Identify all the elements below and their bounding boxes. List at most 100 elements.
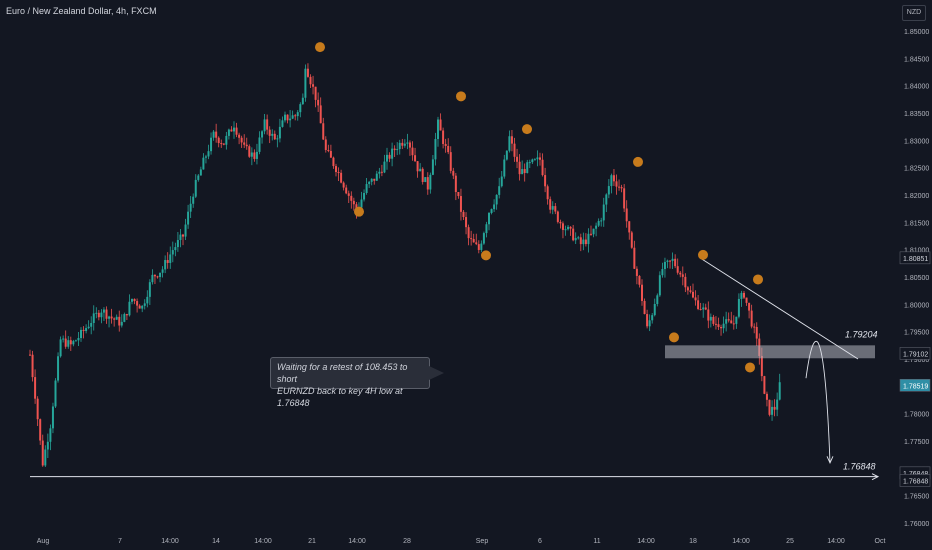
- candle-body: [447, 145, 450, 153]
- candle-body: [600, 220, 603, 222]
- candle-body: [743, 292, 745, 298]
- candle-body: [215, 131, 218, 138]
- candle-body: [120, 321, 123, 326]
- candle-body: [462, 211, 465, 218]
- trade-idea-note: Waiting for a retest of 108.453 to short…: [270, 357, 444, 408]
- candle-body: [36, 398, 39, 420]
- candles: [29, 63, 781, 468]
- candle-body: [671, 258, 674, 261]
- candle-body: [653, 303, 656, 316]
- candle-body: [271, 133, 274, 136]
- candle-body: [164, 260, 167, 270]
- descending-trendline: [699, 257, 859, 360]
- candle-body: [72, 341, 75, 345]
- candle-body: [189, 203, 192, 212]
- candle-body: [255, 151, 258, 159]
- candle-body: [398, 142, 401, 150]
- candle-body: [352, 200, 355, 205]
- candle-body: [375, 173, 378, 181]
- candle-body: [551, 206, 554, 210]
- time-tick-label: 25: [786, 538, 794, 545]
- candle-body: [602, 204, 605, 221]
- candle-body: [523, 169, 526, 174]
- candle-body: [291, 115, 294, 119]
- swing-high-marker: [753, 274, 763, 285]
- target-level-label: 1.76848: [843, 462, 876, 472]
- candle-body: [686, 287, 689, 291]
- price-tag-current: 1.78519: [903, 383, 928, 390]
- candle-body: [531, 159, 534, 163]
- time-tick-label: Oct: [875, 538, 886, 545]
- candle-body: [401, 142, 404, 146]
- candle-body: [735, 316, 738, 324]
- candle-body: [539, 157, 541, 160]
- candle-body: [312, 84, 315, 87]
- candle-body: [607, 186, 610, 195]
- chart-title: Euro / New Zealand Dollar, 4h, FXCM: [6, 6, 157, 16]
- candle-body: [411, 147, 414, 156]
- price-tick-label: 1.83000: [904, 138, 929, 145]
- candle-body: [536, 157, 539, 160]
- candle-body: [732, 323, 735, 325]
- candle-body: [202, 157, 205, 170]
- currency-selector[interactable]: NZD: [902, 5, 926, 21]
- candle-body: [773, 406, 776, 410]
- candle-body: [727, 319, 730, 321]
- candle-body: [498, 186, 501, 195]
- candle-body: [363, 192, 366, 200]
- price-tick-label: 1.79000: [904, 357, 929, 364]
- candle-body: [309, 76, 312, 85]
- candle-body: [156, 276, 159, 278]
- candle-body: [304, 68, 307, 98]
- candle-body: [689, 290, 692, 292]
- candle-body: [243, 142, 246, 145]
- candle-body: [350, 195, 353, 201]
- candle-body: [141, 305, 144, 309]
- time-tick-label: 14:00: [161, 538, 179, 545]
- candle-body: [750, 310, 753, 327]
- candle-body: [102, 309, 105, 313]
- resistance-zone: [665, 345, 875, 359]
- candle-body: [378, 171, 381, 174]
- candle-body: [151, 274, 154, 283]
- candle-body: [493, 204, 496, 210]
- candle-body: [210, 137, 213, 152]
- candle-body: [544, 175, 547, 187]
- candle-body: [694, 297, 697, 301]
- candle-body: [638, 275, 641, 285]
- candle-body: [39, 419, 42, 441]
- candle-body: [457, 191, 460, 197]
- price-tag-low-2: 1.76848: [903, 478, 928, 485]
- candle-body: [709, 316, 712, 321]
- candle-body: [108, 316, 111, 319]
- candle-body: [347, 193, 350, 196]
- candle-body: [485, 224, 488, 234]
- price-tick-label: 1.76000: [904, 521, 929, 528]
- time-tick-label: 14: [212, 538, 220, 545]
- candle-body: [765, 393, 768, 400]
- candle-body: [110, 316, 113, 319]
- candle-body: [278, 126, 281, 139]
- candle-body: [661, 269, 664, 276]
- candle-body: [184, 224, 187, 237]
- candle-body: [340, 172, 343, 183]
- price-tick-label: 1.83500: [904, 111, 929, 118]
- candle-body: [618, 186, 621, 188]
- candle-body: [159, 272, 162, 278]
- candle-body: [546, 186, 549, 200]
- candle-body: [755, 326, 758, 339]
- candle-body: [337, 172, 340, 174]
- candle-body: [171, 250, 174, 255]
- candle-body: [276, 138, 279, 140]
- candle-body: [87, 326, 90, 329]
- candle-body: [306, 68, 309, 77]
- note-line-2: EURNZD back to key 4H low at 1.76848: [277, 386, 403, 408]
- candle-body: [707, 309, 710, 321]
- candle-body: [590, 233, 592, 235]
- candle-body: [69, 340, 72, 345]
- candle-body: [322, 123, 325, 140]
- candle-body: [748, 302, 751, 311]
- candle-body: [273, 133, 276, 140]
- candle-body: [128, 301, 131, 316]
